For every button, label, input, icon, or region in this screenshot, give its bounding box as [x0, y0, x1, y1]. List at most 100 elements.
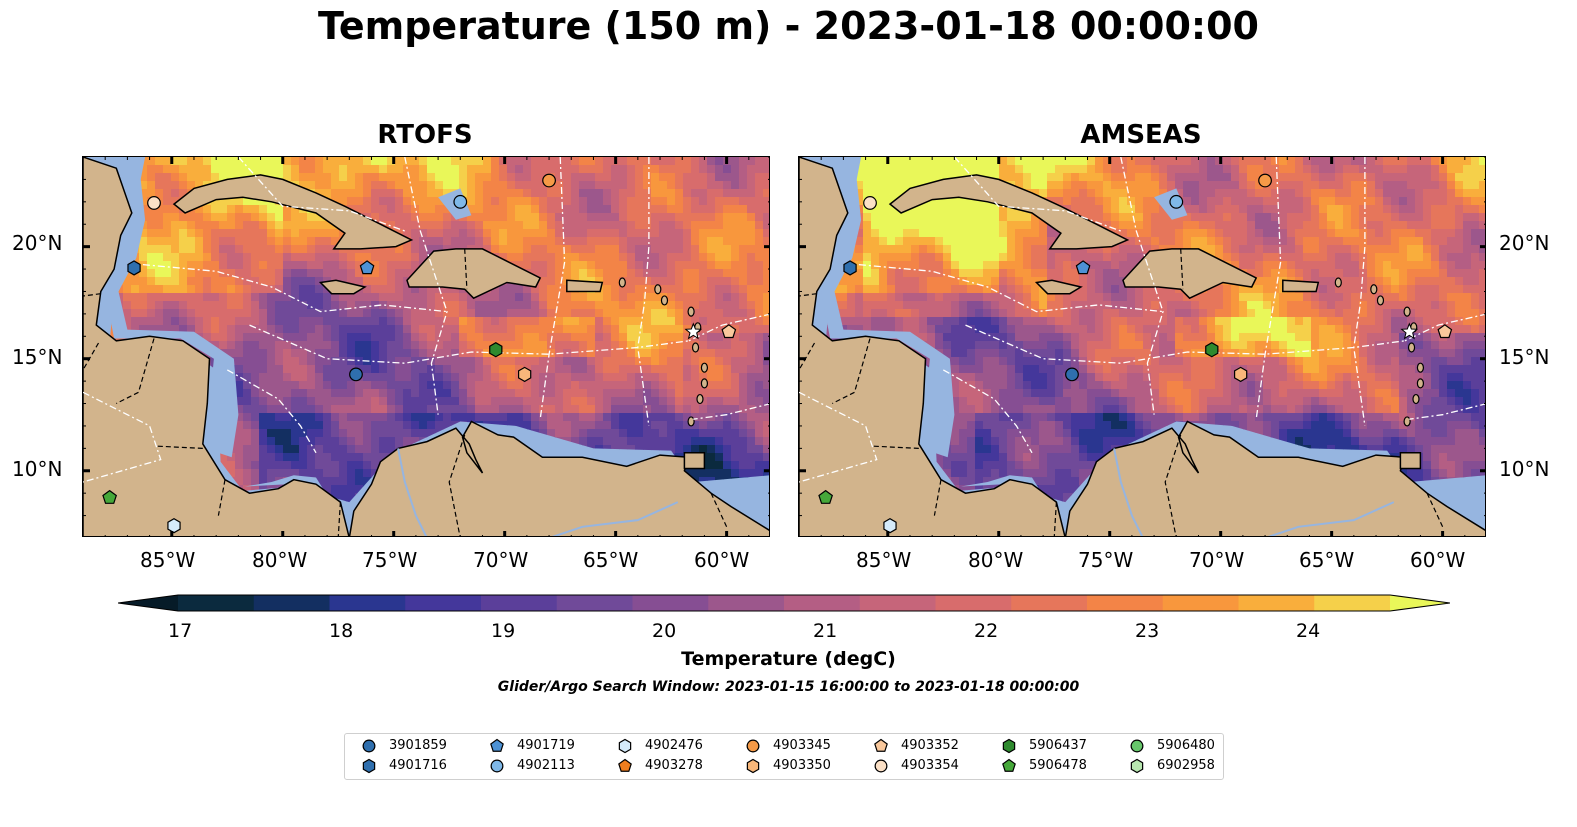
legend-hexagon-icon	[362, 758, 376, 774]
float-4903352-marker	[1437, 324, 1453, 339]
colorbar-segment	[708, 595, 785, 611]
legend-label: 3901859	[389, 738, 447, 753]
legend-pentagon-icon	[1002, 758, 1016, 772]
colorbar-tick-label: 20	[652, 620, 677, 642]
x-tick-label: 80°W	[968, 548, 1024, 572]
colorbar-segment	[405, 595, 482, 611]
colorbar-tick-label: 18	[329, 620, 354, 642]
float-4902113-marker	[1169, 194, 1184, 209]
colorbar-over	[1390, 595, 1450, 611]
legend-hexagon-icon	[1002, 738, 1016, 754]
float-4903345-marker	[1258, 173, 1272, 188]
float-4903350-marker	[1233, 366, 1248, 383]
river	[397, 448, 428, 536]
island	[1376, 295, 1385, 306]
land-hispaniola	[406, 248, 542, 300]
country-border	[83, 342, 100, 371]
eez-boundary	[1409, 403, 1485, 420]
colorbar-segment	[329, 595, 406, 611]
land-puertoRico	[1282, 279, 1320, 293]
land-hispaniola	[1122, 248, 1258, 300]
colorbar-segment	[178, 595, 255, 611]
shelf-region	[821, 159, 955, 458]
land-trinidad	[683, 452, 706, 470]
map-canvas	[799, 157, 1485, 536]
eez-boundary	[858, 263, 1164, 313]
float-5906478-marker	[102, 489, 117, 504]
eez-boundary	[142, 263, 448, 313]
island	[1403, 416, 1411, 427]
country-border	[933, 479, 942, 516]
land-jamaica	[1034, 279, 1083, 295]
x-tick-label: 60°W	[1410, 548, 1466, 572]
colorbar-gradient	[117, 594, 1451, 612]
y-tick-label: 10°N	[12, 457, 63, 481]
legend-label: 4903352	[901, 738, 959, 753]
y-tick-label: 15°N	[1499, 345, 1550, 369]
y-tick-label: 20°N	[12, 231, 63, 255]
eez-boundary	[1353, 157, 1366, 426]
star-marker	[684, 322, 703, 340]
x-tick-label: 75°W	[1078, 548, 1134, 572]
float-3901859-marker	[349, 367, 363, 382]
panel-title-rtofs: RTOFS	[377, 120, 473, 150]
country-border	[1426, 492, 1444, 528]
legend-label: 4901719	[517, 738, 575, 753]
country-border	[799, 342, 816, 371]
land-jamaica	[318, 279, 367, 295]
eez-boundary	[799, 391, 878, 483]
float-4903354-marker	[863, 196, 877, 210]
eez-boundary	[539, 157, 566, 420]
float-4901719-marker	[359, 260, 375, 275]
eez-boundary	[688, 313, 769, 342]
float-4902476-marker	[883, 517, 897, 534]
shelf-region	[245, 475, 328, 496]
legend-hexagon-icon	[746, 758, 760, 774]
island	[687, 306, 695, 317]
island	[700, 378, 709, 389]
eez-boundary	[1255, 157, 1282, 420]
shelf-region	[961, 475, 1044, 496]
legend-label: 4901716	[389, 758, 447, 773]
float-5906478-marker	[818, 489, 833, 504]
float-5906437-marker	[1205, 342, 1219, 358]
land-centralAmerica	[799, 157, 1066, 536]
country-border	[1180, 248, 1184, 290]
legend-label: 6902958	[1157, 758, 1215, 773]
eez-boundary	[693, 403, 769, 420]
float-5906437-marker	[489, 342, 503, 358]
x-tick-label: 70°W	[1189, 548, 1245, 572]
float-4903354-marker	[147, 196, 161, 210]
x-tick-label: 65°W	[583, 548, 639, 572]
colorbar-segment	[1314, 595, 1391, 611]
legend-circle-icon	[746, 739, 760, 753]
x-tick-label: 60°W	[694, 548, 750, 572]
country-border	[337, 502, 341, 536]
float-4902476-marker	[167, 517, 181, 534]
island	[1370, 284, 1378, 295]
country-border	[799, 293, 817, 297]
land-centralAmerica	[83, 157, 350, 536]
colorbar-segment	[1011, 595, 1088, 611]
x-tick-label: 70°W	[473, 548, 529, 572]
colorbar-tick-label: 17	[168, 620, 193, 642]
colorbar-segment	[253, 595, 331, 611]
colorbar-tick-label: 19	[491, 620, 516, 642]
map-amseas	[798, 156, 1486, 537]
map-rtofs	[82, 156, 770, 537]
colorbar-under	[118, 595, 178, 611]
country-border	[1164, 434, 1182, 536]
eez-boundary	[83, 391, 162, 483]
float-4903352-marker	[721, 324, 737, 339]
float-4901716-marker	[127, 260, 141, 276]
float-4902113-marker	[453, 194, 468, 209]
legend-label: 4903278	[645, 758, 703, 773]
legend-circle-icon	[874, 759, 888, 773]
eez-boundary	[226, 369, 317, 454]
x-tick-label: 85°W	[856, 548, 912, 572]
land-cuba	[172, 174, 414, 250]
country-border	[83, 293, 101, 297]
x-tick-label: 85°W	[140, 548, 196, 572]
colorbar-segment	[1238, 595, 1315, 611]
colorbar-segment	[1162, 595, 1240, 611]
